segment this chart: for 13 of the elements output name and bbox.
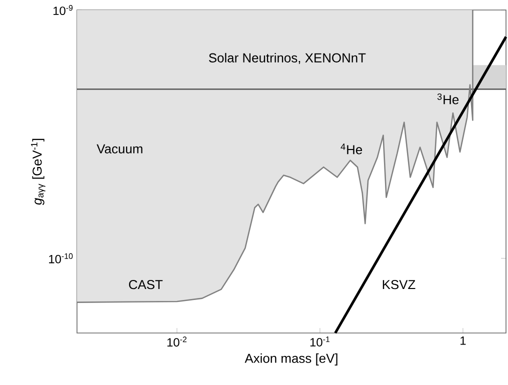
annotation: $^{3}$He	[437, 93, 459, 104]
annotation: Solar Neutrinos, XENONnT	[208, 52, 366, 64]
y-axis-title: g$_{aγγ}$ [GeV$^{-1}$]	[31, 138, 46, 206]
x-axis-title: Axion mass [eV]	[244, 353, 338, 366]
annotation: $^{4}$He	[340, 144, 362, 154]
y-tick-label: 10$^{-10}$	[49, 253, 73, 264]
x-tick-label: 1	[460, 336, 466, 345]
x-tick-label: 10$^{-2}$	[167, 336, 186, 347]
annotation: KSVZ	[382, 280, 416, 290]
y-tick-label: 10$^{-9}$	[54, 5, 73, 16]
annotation: Vacuum	[96, 144, 142, 154]
x-tick-label: 10$^{-1}$	[310, 336, 330, 346]
annotation: CAST	[129, 280, 163, 290]
